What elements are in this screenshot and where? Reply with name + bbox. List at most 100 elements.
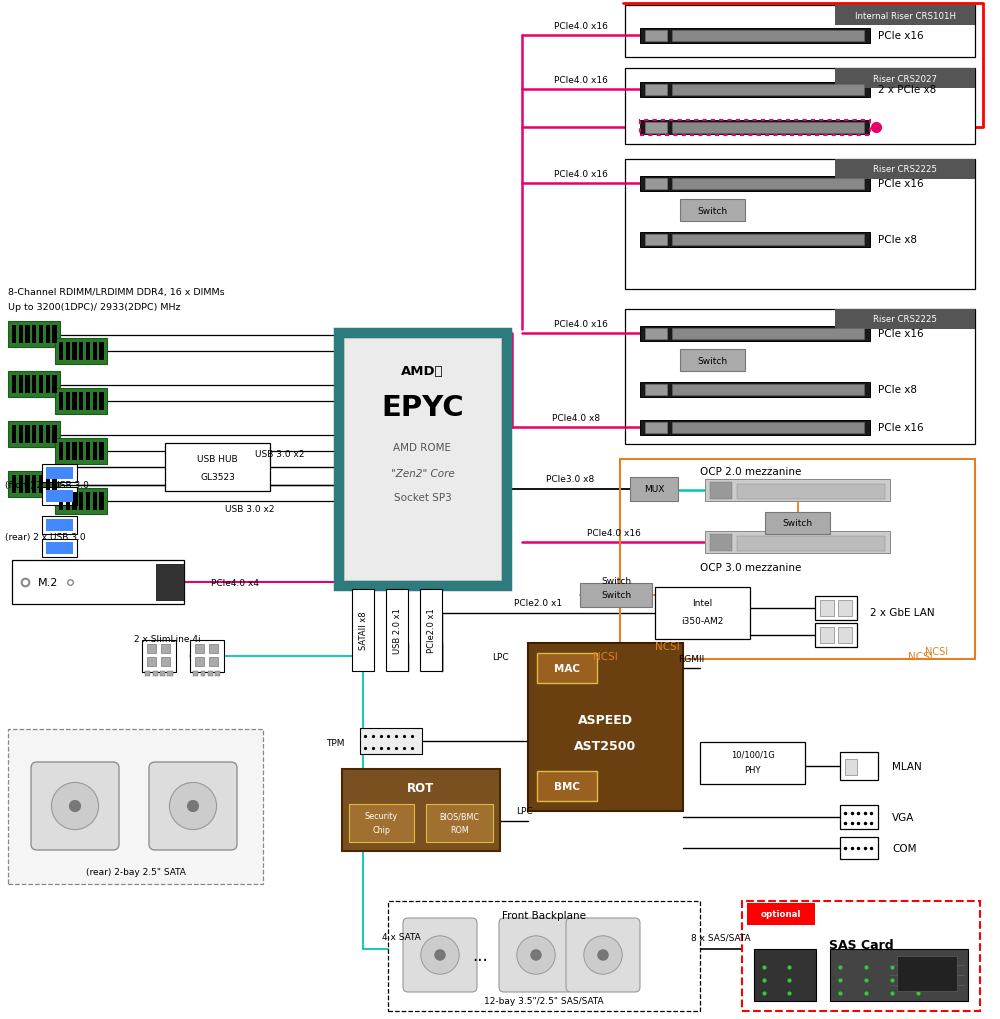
Text: OCP 3.0 mezzanine: OCP 3.0 mezzanine <box>700 562 801 573</box>
FancyBboxPatch shape <box>215 672 220 677</box>
FancyBboxPatch shape <box>840 752 878 781</box>
FancyBboxPatch shape <box>680 200 745 222</box>
FancyBboxPatch shape <box>630 478 678 501</box>
FancyBboxPatch shape <box>335 330 510 589</box>
FancyBboxPatch shape <box>46 426 50 443</box>
Text: AMD ROME: AMD ROME <box>393 442 451 452</box>
FancyBboxPatch shape <box>655 587 750 639</box>
FancyBboxPatch shape <box>79 442 83 461</box>
FancyBboxPatch shape <box>820 628 834 643</box>
Text: USB HUB: USB HUB <box>197 455 238 464</box>
FancyBboxPatch shape <box>25 376 30 393</box>
FancyBboxPatch shape <box>645 234 667 246</box>
Text: (front) 2 x USB 3.0: (front) 2 x USB 3.0 <box>5 481 89 489</box>
Circle shape <box>421 935 459 974</box>
FancyBboxPatch shape <box>86 342 90 361</box>
Text: LPC: LPC <box>492 653 509 662</box>
FancyBboxPatch shape <box>710 482 732 499</box>
FancyBboxPatch shape <box>55 438 107 465</box>
FancyBboxPatch shape <box>420 589 442 672</box>
FancyBboxPatch shape <box>835 310 975 330</box>
FancyBboxPatch shape <box>625 160 975 289</box>
FancyBboxPatch shape <box>46 542 73 554</box>
Text: Riser CRS2027: Riser CRS2027 <box>873 74 937 84</box>
FancyBboxPatch shape <box>160 672 165 677</box>
FancyBboxPatch shape <box>426 804 493 842</box>
FancyBboxPatch shape <box>12 476 16 493</box>
FancyBboxPatch shape <box>190 640 224 673</box>
FancyBboxPatch shape <box>672 31 864 42</box>
Text: Riser CRS2225: Riser CRS2225 <box>873 315 937 324</box>
FancyBboxPatch shape <box>845 759 857 775</box>
FancyBboxPatch shape <box>840 805 878 829</box>
Text: Socket SP3: Socket SP3 <box>394 492 451 502</box>
FancyBboxPatch shape <box>12 560 184 604</box>
Text: Riser CRS2225: Riser CRS2225 <box>873 165 937 174</box>
FancyBboxPatch shape <box>39 376 43 393</box>
FancyBboxPatch shape <box>86 442 90 461</box>
FancyBboxPatch shape <box>672 85 864 96</box>
FancyBboxPatch shape <box>99 492 104 511</box>
Circle shape <box>434 950 446 961</box>
FancyBboxPatch shape <box>55 338 107 365</box>
FancyBboxPatch shape <box>25 426 30 443</box>
FancyBboxPatch shape <box>31 762 119 850</box>
FancyBboxPatch shape <box>39 326 43 343</box>
Text: Up to 3200(1DPC)/ 2933(2DPC) MHz: Up to 3200(1DPC)/ 2933(2DPC) MHz <box>8 303 180 311</box>
Text: NCSI: NCSI <box>655 641 680 651</box>
FancyBboxPatch shape <box>99 392 104 411</box>
FancyBboxPatch shape <box>72 392 77 411</box>
FancyBboxPatch shape <box>99 342 104 361</box>
FancyBboxPatch shape <box>754 949 816 1001</box>
Text: PCIe x16: PCIe x16 <box>878 32 924 41</box>
Text: NCSI: NCSI <box>908 651 932 661</box>
Text: 4 x SATA: 4 x SATA <box>382 932 421 942</box>
Text: LPC: LPC <box>516 806 532 815</box>
Text: BIOS/BMC: BIOS/BMC <box>440 812 480 820</box>
Text: Switch: Switch <box>697 206 728 215</box>
Text: 10/100/1G: 10/100/1G <box>731 750 774 759</box>
FancyBboxPatch shape <box>32 326 36 343</box>
Text: PCIe4.0 x16: PCIe4.0 x16 <box>554 320 608 328</box>
FancyBboxPatch shape <box>388 901 700 1011</box>
Text: PCIe4.0 x8: PCIe4.0 x8 <box>552 414 600 423</box>
Text: M.2: M.2 <box>38 578 58 587</box>
Text: 12-bay 3.5"/2.5" SAS/SATA: 12-bay 3.5"/2.5" SAS/SATA <box>484 997 604 1006</box>
FancyBboxPatch shape <box>528 643 683 811</box>
FancyBboxPatch shape <box>99 442 104 461</box>
FancyBboxPatch shape <box>72 492 77 511</box>
FancyBboxPatch shape <box>19 376 23 393</box>
FancyBboxPatch shape <box>8 472 60 497</box>
FancyBboxPatch shape <box>72 442 77 461</box>
Text: PCIe2.0 x1: PCIe2.0 x1 <box>427 608 436 653</box>
Text: PCIe x16: PCIe x16 <box>878 179 924 190</box>
Circle shape <box>530 950 542 961</box>
FancyBboxPatch shape <box>52 476 57 493</box>
FancyBboxPatch shape <box>79 392 83 411</box>
Text: PCIe3.0 x8: PCIe3.0 x8 <box>546 475 594 484</box>
Text: optional: optional <box>761 910 801 918</box>
FancyBboxPatch shape <box>705 532 890 553</box>
FancyBboxPatch shape <box>672 422 864 433</box>
FancyBboxPatch shape <box>149 762 237 850</box>
FancyBboxPatch shape <box>193 672 198 677</box>
FancyBboxPatch shape <box>815 624 857 647</box>
Text: PCIe x16: PCIe x16 <box>878 423 924 433</box>
FancyBboxPatch shape <box>93 492 97 511</box>
FancyBboxPatch shape <box>640 176 870 192</box>
Text: 8 x SAS/SATA: 8 x SAS/SATA <box>691 932 751 942</box>
Text: PCIe4.0 x4: PCIe4.0 x4 <box>211 578 259 587</box>
FancyBboxPatch shape <box>645 123 667 133</box>
Text: 8-Channel RDIMM/LRDIMM DDR4, 16 x DIMMs: 8-Channel RDIMM/LRDIMM DDR4, 16 x DIMMs <box>8 287 225 297</box>
Text: EPYC: EPYC <box>381 393 464 422</box>
FancyBboxPatch shape <box>39 426 43 443</box>
FancyBboxPatch shape <box>46 520 73 532</box>
FancyBboxPatch shape <box>55 388 107 415</box>
FancyBboxPatch shape <box>386 589 408 672</box>
FancyBboxPatch shape <box>12 376 16 393</box>
Circle shape <box>69 800 81 812</box>
FancyBboxPatch shape <box>835 69 975 89</box>
FancyBboxPatch shape <box>59 442 63 461</box>
Text: PHY: PHY <box>744 765 761 774</box>
FancyBboxPatch shape <box>640 83 870 98</box>
